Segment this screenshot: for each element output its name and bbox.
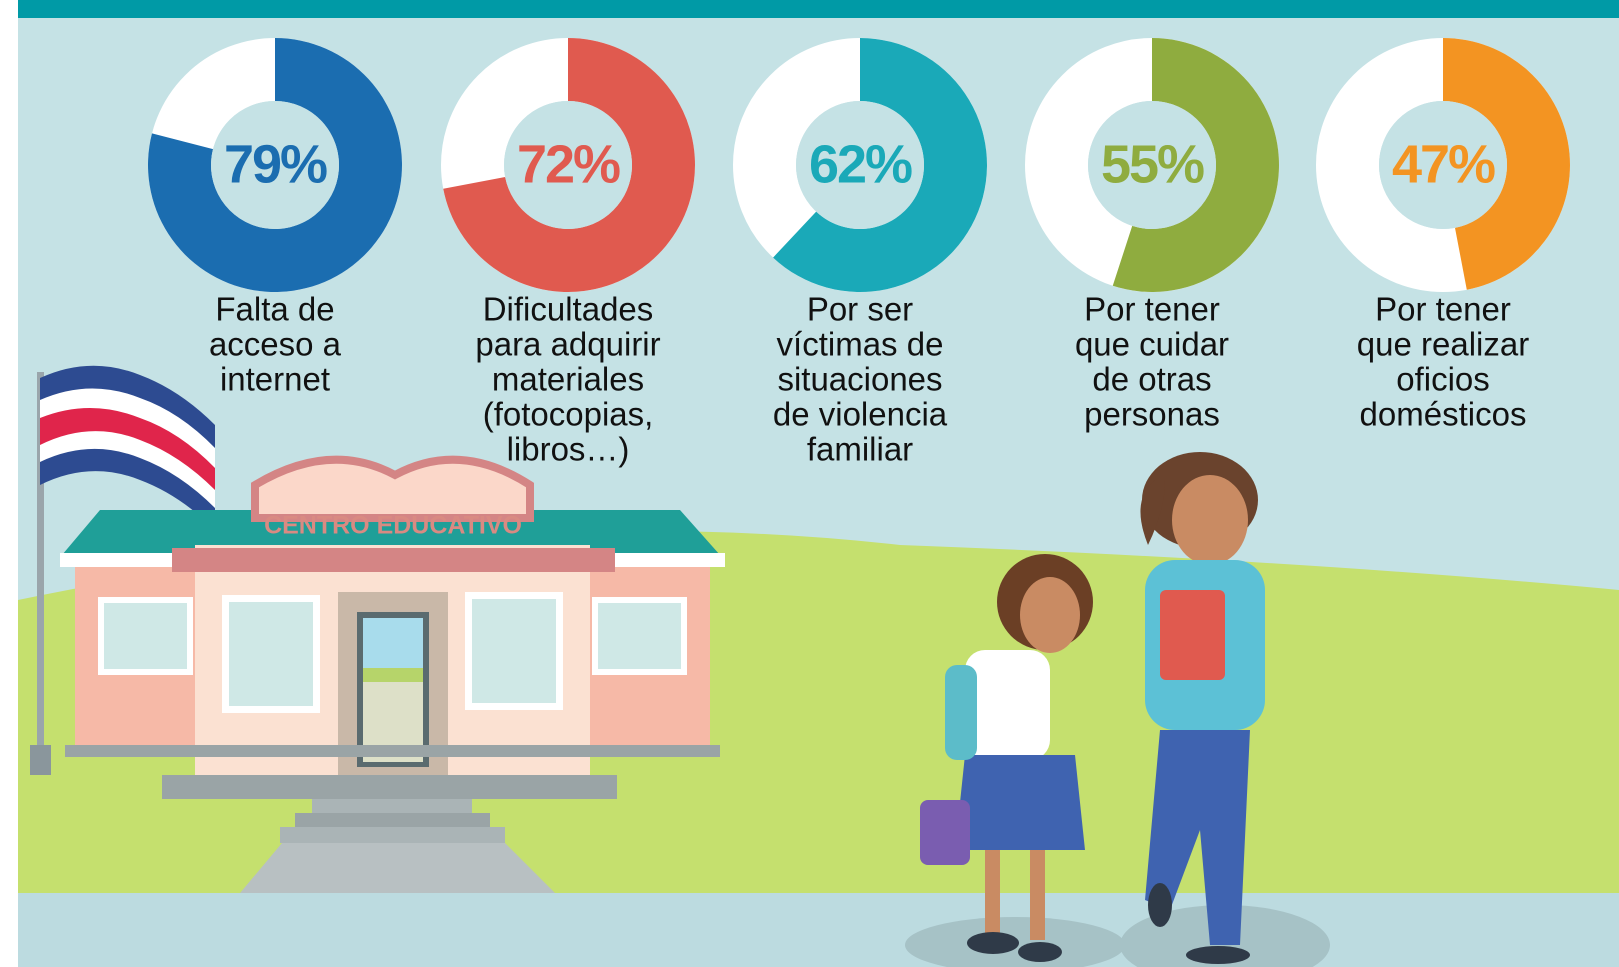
donut-segment — [148, 38, 402, 292]
top-bar — [18, 0, 1619, 18]
donut-hole — [796, 101, 924, 229]
caption-line: Falta de — [215, 291, 334, 328]
donut-hole — [211, 101, 339, 229]
value-label: 62% — [809, 134, 912, 194]
value-label: 72% — [517, 134, 620, 194]
caption-line: que cuidar — [1075, 326, 1229, 363]
flag — [30, 365, 215, 775]
caption-line: oficios — [1396, 361, 1490, 398]
value-label: 55% — [1101, 134, 1204, 194]
caption-line: internet — [220, 361, 330, 398]
value-label: 47% — [1392, 134, 1495, 194]
caption-line: que realizar — [1357, 326, 1529, 363]
caption-line: Por tener — [1084, 291, 1220, 328]
caption-line: de otras — [1092, 361, 1211, 398]
building-sign: CENTRO EDUCATIVO — [264, 512, 522, 540]
caption-line: para adquirir — [475, 326, 660, 363]
ground — [18, 893, 1619, 967]
caption-line: (fotocopias, — [483, 396, 654, 433]
donut-hole — [1088, 101, 1216, 229]
caption-line: acceso a — [209, 326, 342, 363]
caption-line: Por ser — [807, 291, 913, 328]
caption-line: materiales — [492, 361, 644, 398]
caption-line: situaciones — [777, 361, 942, 398]
caption-line: de violencia — [773, 396, 948, 433]
value-label: 79% — [224, 134, 327, 194]
school-building: CENTRO EDUCATIVO — [60, 455, 725, 893]
caption-line: Dificultades — [483, 291, 654, 328]
caption-line: libros…) — [507, 431, 630, 468]
donut-segment — [1112, 38, 1279, 292]
donut-segment — [1443, 38, 1571, 290]
caption-line: domésticos — [1360, 396, 1527, 433]
caption-line: familiar — [807, 431, 913, 468]
caption-line: víctimas de — [777, 326, 944, 363]
students — [905, 452, 1330, 967]
caption-line: personas — [1084, 396, 1220, 433]
caption-line: Por tener — [1375, 291, 1511, 328]
donut-segment — [773, 38, 987, 293]
donut-segment — [443, 38, 695, 292]
donut-hole — [1379, 101, 1507, 229]
donut-hole — [504, 101, 632, 229]
